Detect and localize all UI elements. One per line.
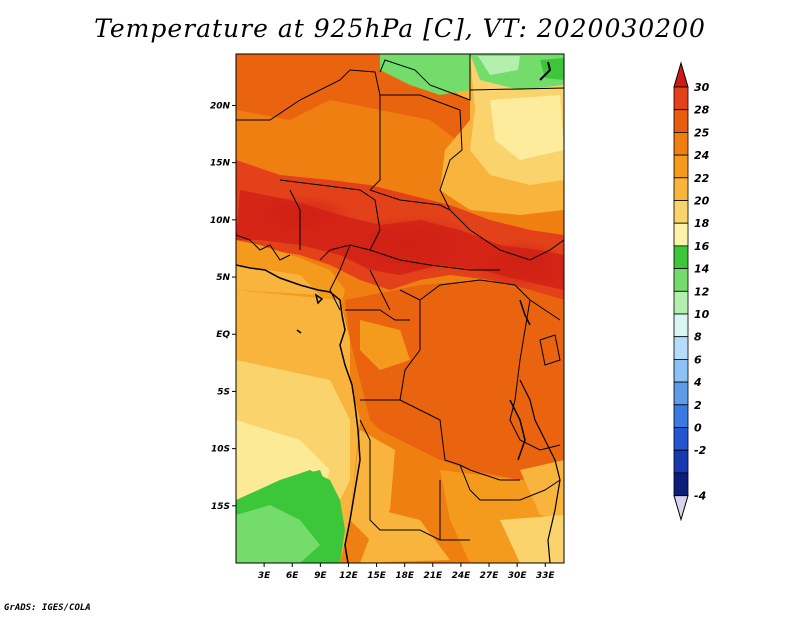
colorbar-label: 10	[694, 308, 710, 321]
colorbar-swatch	[673, 449, 689, 474]
colorbar-label: 8	[694, 331, 702, 344]
lon-tick-label: 15E	[367, 571, 387, 581]
colorbar-label: 18	[694, 217, 710, 230]
lat-tick-label: 10S	[211, 445, 230, 455]
colorbar-label: -4	[694, 490, 706, 503]
colorbar-swatch	[673, 358, 689, 383]
lon-tick-label: 3E	[258, 571, 271, 581]
coastline	[236, 61, 561, 563]
colorbar-label: 12	[694, 285, 710, 298]
colorbar-swatch	[673, 313, 689, 338]
colorbar-swatch	[673, 404, 689, 428]
colorbar-swatch	[673, 472, 689, 496]
colorbar-under-triangle	[673, 495, 689, 522]
colorbar-label: 30	[694, 81, 710, 94]
colorbar-label: 14	[694, 263, 709, 276]
lat-tick-label: 15N	[210, 159, 231, 169]
lon-tick-label: 9E	[314, 571, 327, 581]
colorbar-swatch	[673, 200, 689, 224]
lon-tick-label: 21E	[423, 571, 443, 581]
latitude-axis: 20N 15N 10N 5N EQ 5S 10S 15S	[210, 101, 236, 512]
lon-tick-label: 27E	[480, 571, 500, 581]
lon-tick-label: 33E	[536, 571, 556, 581]
map-frame	[235, 53, 565, 564]
colorbar-label: 2	[694, 399, 702, 412]
lon-tick-label: 24E	[452, 571, 472, 581]
lat-tick-label: EQ	[216, 330, 230, 340]
colorbar-label: 0	[694, 422, 702, 435]
colorbar-label: 25	[694, 126, 710, 139]
credit-text: GrADS: IGES/COLA	[4, 603, 91, 613]
colorbar-label: 22	[694, 172, 710, 185]
lon-tick-label: 6E	[286, 571, 299, 581]
lon-tick-label: 18E	[395, 571, 415, 581]
colorbar-swatch	[673, 177, 689, 201]
colorbar-label: 16	[694, 240, 710, 253]
colorbar-swatch	[673, 290, 689, 315]
colorbar-swatch	[673, 86, 689, 111]
lat-tick-label: 5N	[216, 273, 230, 283]
colorbar-label: 6	[694, 353, 702, 366]
colorbar-swatch	[673, 268, 689, 292]
colorbar-label: 28	[694, 104, 710, 117]
lat-tick-label: 15S	[211, 502, 230, 512]
lon-tick-label: 30E	[508, 571, 528, 581]
colorbar-swatch	[673, 381, 689, 406]
lon-tick-label: 12E	[339, 571, 359, 581]
lat-tick-label: 5S	[217, 387, 230, 397]
colorbar-swatch	[673, 154, 689, 179]
colorbar-label: 20	[694, 195, 710, 208]
colorbar-label: 4	[693, 376, 702, 389]
colorbar-over-triangle	[673, 61, 689, 88]
temperature-field	[236, 54, 564, 563]
colorbar-swatch	[673, 131, 689, 156]
colorbar-swatch	[673, 427, 689, 451]
colorbar-swatch	[673, 336, 689, 360]
country-borders	[236, 54, 564, 541]
lat-tick-label: 20N	[210, 101, 231, 111]
colorbar-swatch	[673, 222, 689, 247]
lat-tick-label: 10N	[210, 216, 231, 226]
longitude-axis: 3E 6E 9E 12E 15E 18E 21E 24E 27E 30E 33E	[258, 563, 556, 581]
colorbar-label: -2	[694, 444, 707, 457]
chart-title: Temperature at 925hPa [C], VT: 202003020…	[94, 14, 706, 43]
colorbar-label: 24	[694, 149, 709, 162]
colorbar-swatch	[673, 109, 689, 133]
colorbar-swatch	[673, 245, 689, 269]
